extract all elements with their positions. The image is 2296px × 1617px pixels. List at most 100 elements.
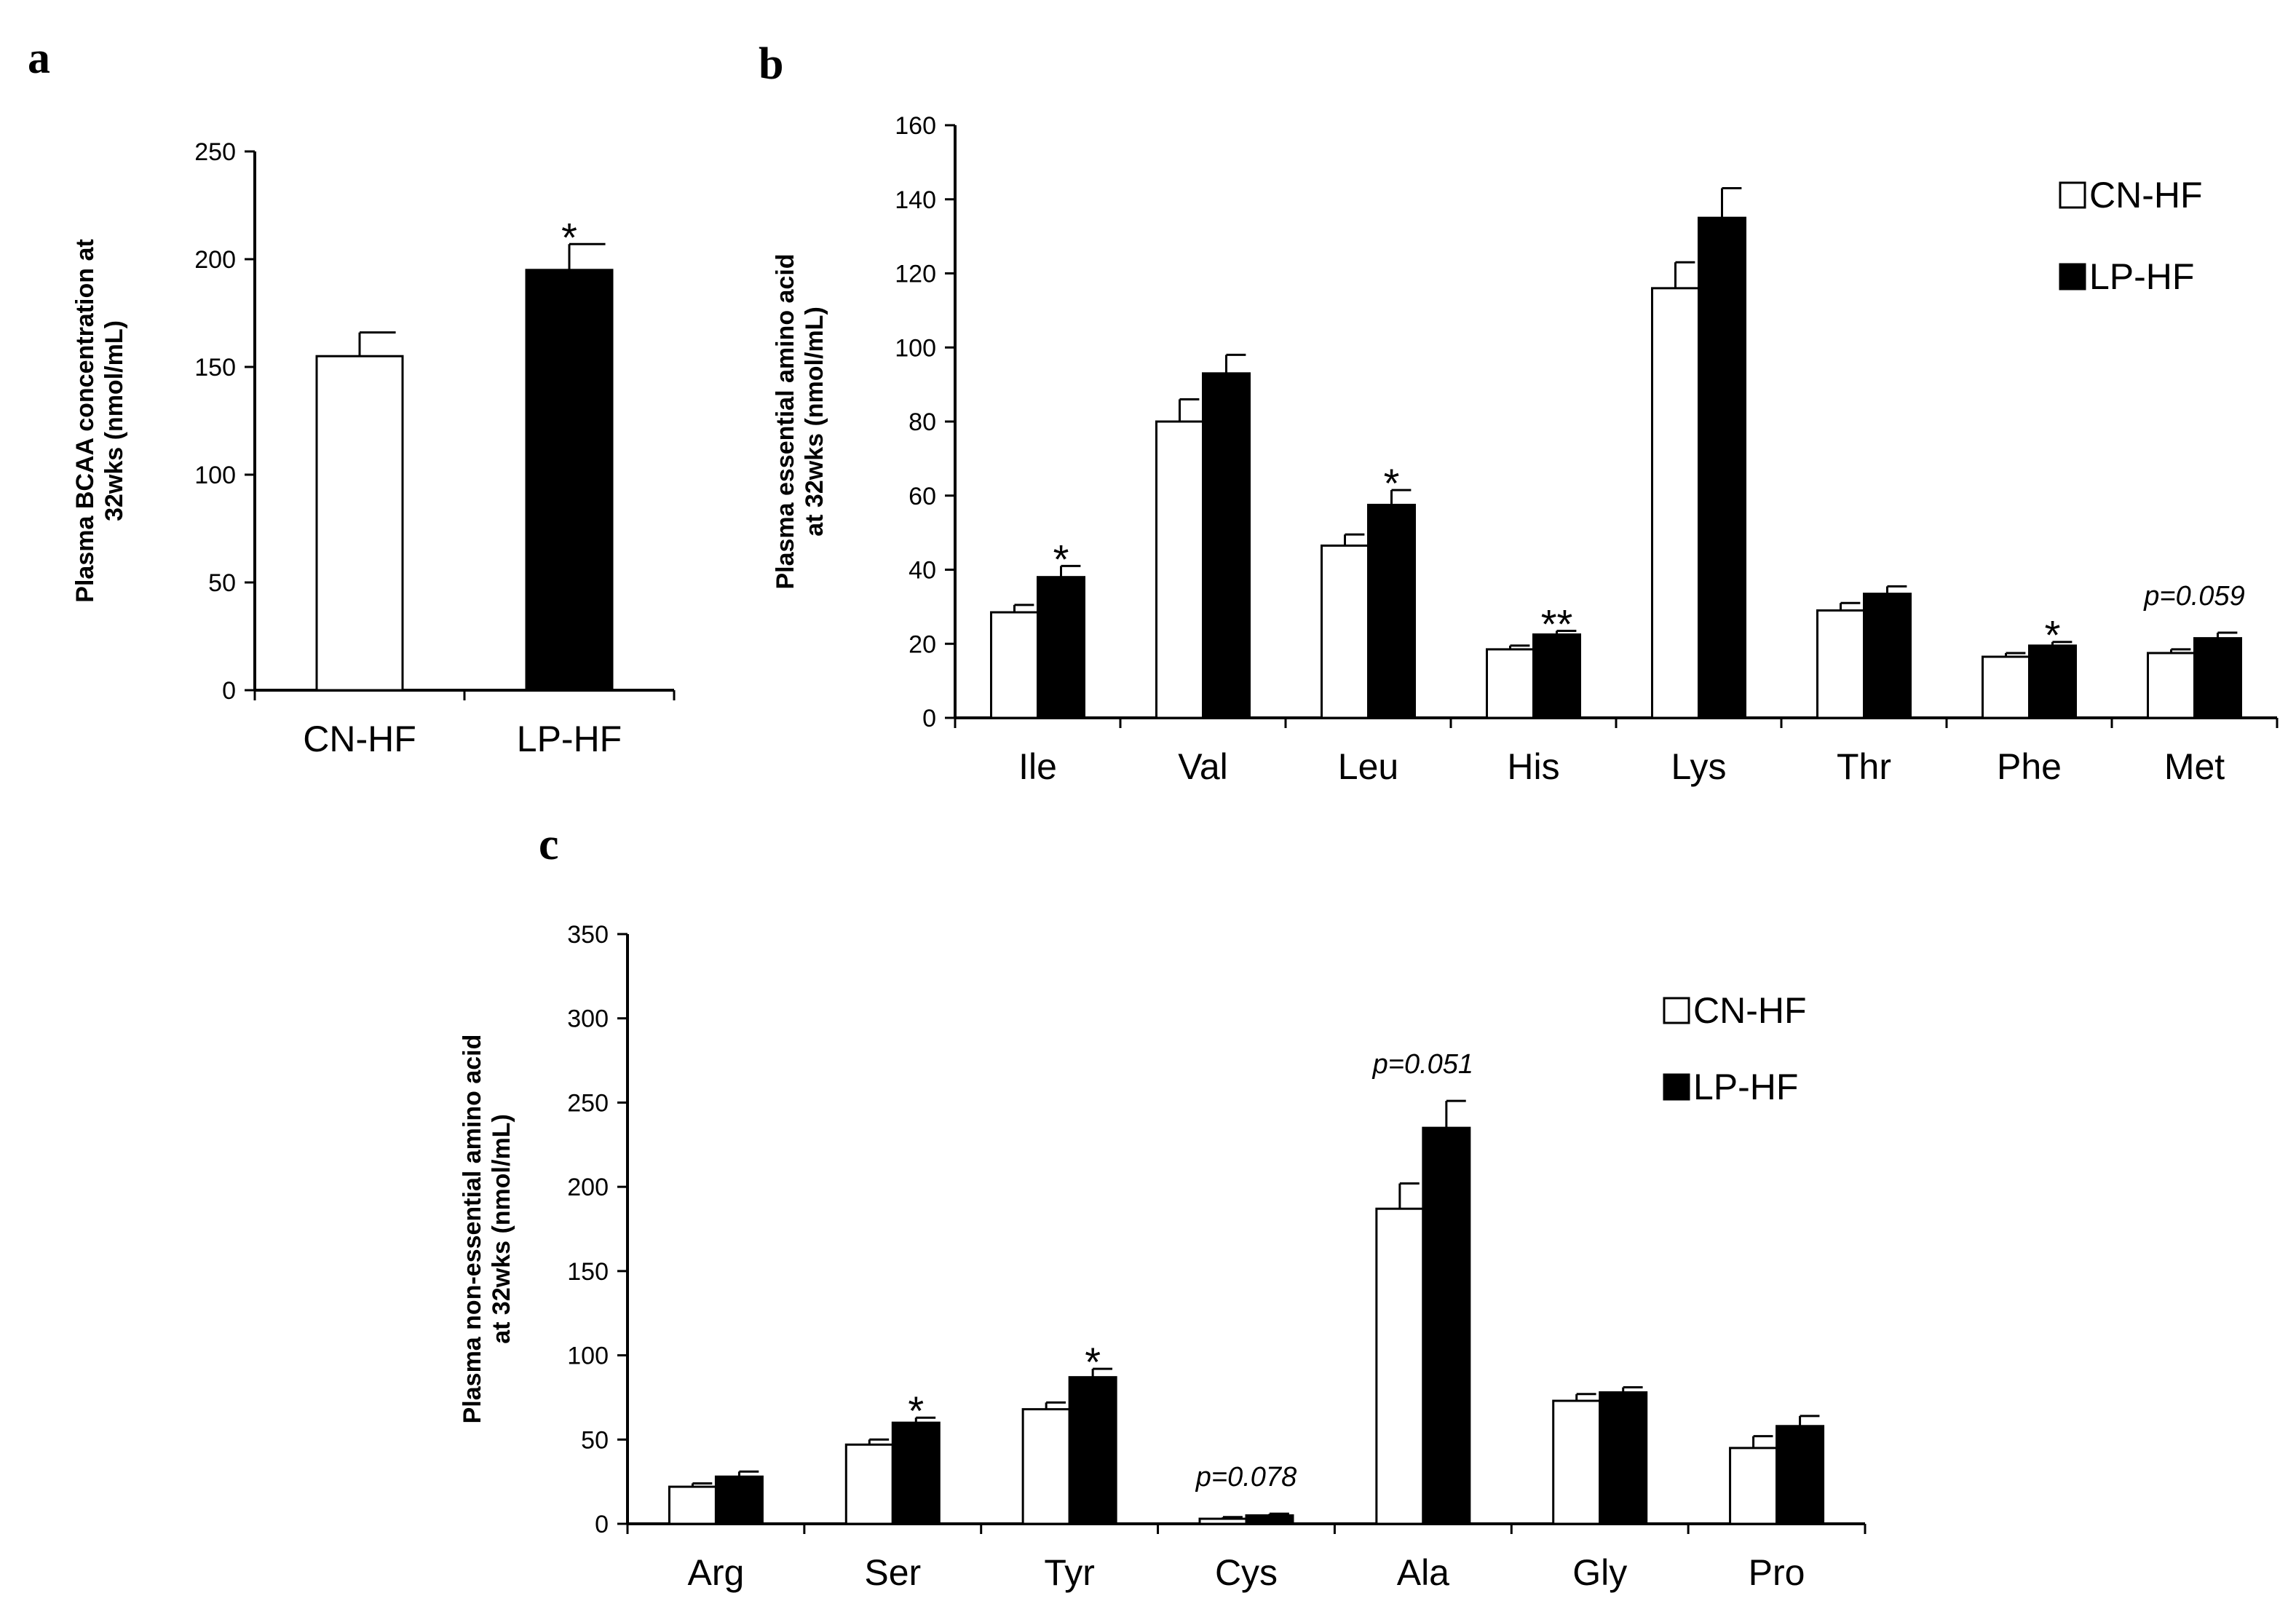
legend-label: CN-HF <box>2089 175 2203 216</box>
bar <box>2028 644 2077 719</box>
x-tick-label: Cys <box>1215 1552 1278 1593</box>
significance-star: * <box>1053 536 1069 582</box>
x-tick-label: Ala <box>1397 1552 1449 1593</box>
legend-swatch <box>2059 263 2086 290</box>
bar <box>1532 633 1581 719</box>
bar <box>1245 1514 1294 1525</box>
bar <box>891 1421 941 1525</box>
legend-swatch <box>2059 181 2086 209</box>
y-tick-label: 100 <box>567 1343 609 1370</box>
y-axis-title-line: at 32wks (nmol/mL) <box>801 307 828 537</box>
x-tick-label: Val <box>1178 746 1228 787</box>
y-tick-label: 20 <box>908 630 936 658</box>
legend-swatch <box>1663 1073 1690 1101</box>
y-tick-label: 80 <box>908 408 936 436</box>
y-axis-title-line: at 32wks (nmol/mL) <box>488 1114 515 1344</box>
bar <box>1776 1425 1825 1525</box>
legend: CN-HF LP-HF <box>1663 990 1807 1107</box>
bar <box>1375 1207 1425 1525</box>
bar <box>315 355 404 692</box>
y-tick-label: 0 <box>922 705 936 732</box>
bar <box>2193 637 2242 719</box>
x-tick-label: Lys <box>1671 746 1727 787</box>
bar <box>1155 420 1204 719</box>
p-value-annotation: p=0.051 <box>1372 1049 1473 1080</box>
y-axis-title-line: Plasma BCAA concentration at <box>71 239 99 602</box>
x-tick-label: Gly <box>1572 1552 1627 1593</box>
legend-swatch <box>1663 997 1690 1024</box>
x-tick-label: Tyr <box>1044 1552 1094 1593</box>
y-tick-label: 200 <box>567 1174 609 1201</box>
bar <box>1816 609 1865 719</box>
legend-label: LP-HF <box>1693 1067 1798 1107</box>
bar <box>1552 1399 1602 1525</box>
bar <box>1037 576 1085 719</box>
y-tick-label: 100 <box>194 462 236 489</box>
panel-letter: b <box>759 39 783 89</box>
x-tick-label: Arg <box>688 1552 745 1593</box>
significance-star: * <box>2045 612 2061 658</box>
x-tick-label: Met <box>2164 746 2225 787</box>
y-tick-label: 0 <box>595 1511 609 1538</box>
significance-star: * <box>561 214 577 260</box>
bar <box>1198 1517 1248 1525</box>
y-tick-label: 60 <box>908 483 936 510</box>
bar <box>714 1475 764 1525</box>
y-tick-label: 0 <box>222 677 236 705</box>
significance-star: ** <box>1541 601 1573 647</box>
panel-letter: c <box>539 820 559 869</box>
x-tick-label: LP-HF <box>517 719 622 759</box>
x-tick-label: Leu <box>1338 746 1398 787</box>
y-tick-label: 120 <box>895 261 936 288</box>
x-tick-label: Ser <box>864 1552 921 1593</box>
bar <box>2147 652 2196 719</box>
y-tick-label: 250 <box>567 1089 609 1117</box>
bar <box>990 611 1039 719</box>
y-tick-label: 250 <box>194 138 236 166</box>
y-tick-label: 150 <box>567 1258 609 1286</box>
x-tick-label: Phe <box>1997 746 2062 787</box>
bar <box>1422 1126 1471 1525</box>
panel-b: b 0 20 40 60 80 100 120 140 160 Ile Val Leu His Lys Thr… <box>759 39 2279 787</box>
x-tick-label: His <box>1507 746 1559 787</box>
bar <box>1367 503 1416 719</box>
y-tick-label: 300 <box>567 1005 609 1033</box>
y-tick-label: 40 <box>908 557 936 585</box>
panel-a: a 0 50 100 150 200 250 CN-HF LP-HF Plasma BCAA co… <box>28 33 676 759</box>
bar <box>1486 648 1535 719</box>
y-tick-label: 100 <box>895 334 936 362</box>
bar <box>1068 1376 1117 1525</box>
bar <box>1698 216 1746 719</box>
bar <box>1321 544 1369 719</box>
x-tick-label: Pro <box>1749 1552 1805 1593</box>
bar <box>1982 655 2030 719</box>
panel-letter: a <box>28 33 50 83</box>
y-tick-label: 50 <box>208 569 236 597</box>
y-tick-label: 350 <box>567 921 609 949</box>
x-tick-label: CN-HF <box>303 719 416 759</box>
y-axis-title-line: Plasma non-essential amino acid <box>459 1035 486 1424</box>
x-tick-label: Ile <box>1018 746 1057 787</box>
bar <box>1651 287 1700 719</box>
y-tick-label: 160 <box>895 112 936 140</box>
y-axis-title-line: Plasma essential amino acid <box>772 253 799 589</box>
p-value-annotation: p=0.059 <box>2143 581 2244 612</box>
significance-star: * <box>1384 460 1400 506</box>
bar <box>1021 1408 1071 1525</box>
bar <box>1599 1391 1648 1525</box>
significance-star: * <box>908 1388 924 1434</box>
y-tick-label: 200 <box>194 246 236 274</box>
y-axis-title: Plasma non-essential amino acid at 32wks … <box>459 1035 515 1424</box>
y-axis-title-line: 32wks (nmol/mL) <box>100 320 128 521</box>
y-axis-title: Plasma essential amino acid at 32wks (nmo… <box>772 253 828 589</box>
bar <box>668 1485 717 1525</box>
p-value-annotation: p=0.078 <box>1195 1462 1297 1493</box>
bar <box>844 1443 894 1525</box>
legend-label: LP-HF <box>2089 256 2194 297</box>
y-tick-label: 50 <box>581 1426 609 1454</box>
bar <box>525 269 614 692</box>
significance-star: * <box>1085 1339 1101 1385</box>
bar <box>1202 372 1251 719</box>
y-tick-label: 150 <box>194 354 236 381</box>
